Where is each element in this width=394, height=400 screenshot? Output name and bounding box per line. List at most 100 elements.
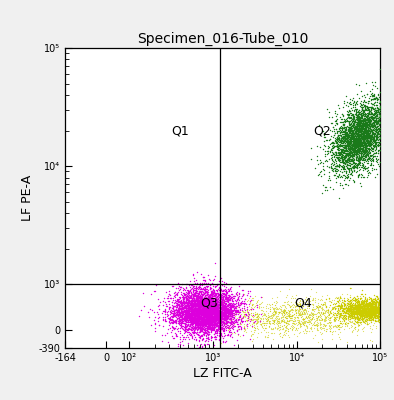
Point (193, 322, 199, 329)
Point (183, 311, 190, 318)
Point (366, 95, 372, 102)
Point (344, 151, 350, 158)
Point (357, 138, 364, 144)
Point (208, 312, 214, 319)
Point (353, 164, 359, 170)
Point (373, 136, 379, 143)
Point (345, 144, 351, 150)
Point (298, 314, 304, 320)
Point (212, 273, 218, 279)
Point (352, 130, 358, 136)
Point (357, 126, 363, 133)
Point (218, 292, 225, 298)
Point (344, 136, 350, 142)
Point (367, 150, 373, 156)
Point (363, 314, 369, 320)
Point (166, 298, 173, 304)
Point (369, 313, 375, 319)
Point (165, 308, 171, 315)
Point (201, 301, 207, 308)
Point (348, 156, 354, 162)
Point (359, 141, 365, 148)
Point (349, 304, 355, 310)
Point (200, 322, 206, 329)
Point (179, 304, 185, 310)
Point (188, 315, 195, 322)
Point (208, 288, 214, 294)
Point (160, 302, 166, 309)
Point (361, 142, 367, 148)
Point (337, 142, 344, 148)
Point (201, 298, 208, 304)
Point (332, 306, 338, 312)
Point (136, 313, 142, 320)
Point (204, 307, 210, 314)
Point (254, 334, 260, 341)
Point (250, 294, 256, 301)
Point (346, 132, 352, 138)
Point (229, 303, 235, 309)
Point (366, 156, 372, 162)
Point (358, 154, 364, 160)
Point (371, 304, 377, 310)
Point (191, 324, 197, 330)
Point (193, 277, 200, 283)
Point (276, 308, 282, 315)
Point (190, 308, 196, 314)
Point (206, 301, 212, 308)
Point (351, 306, 357, 312)
Point (293, 307, 299, 313)
Point (385, 316, 391, 323)
Point (336, 143, 343, 149)
Point (270, 320, 277, 327)
Point (197, 308, 203, 314)
Point (230, 320, 236, 326)
Point (219, 301, 225, 307)
Point (199, 309, 206, 316)
Point (332, 130, 338, 136)
Point (352, 141, 358, 147)
Point (350, 311, 357, 318)
Point (369, 124, 375, 130)
Point (217, 311, 223, 318)
Point (343, 127, 349, 133)
Point (181, 301, 188, 308)
Point (203, 304, 210, 310)
Point (368, 115, 375, 121)
Point (305, 302, 311, 309)
Point (388, 305, 394, 312)
Point (190, 315, 196, 322)
Point (209, 320, 215, 326)
Point (178, 322, 184, 328)
Point (292, 299, 298, 305)
Point (248, 312, 255, 318)
Point (361, 308, 367, 314)
Point (370, 119, 376, 125)
Point (349, 141, 356, 148)
Point (203, 302, 209, 308)
Point (342, 298, 348, 304)
Point (376, 118, 382, 124)
Point (332, 301, 338, 308)
Point (292, 308, 299, 315)
Point (248, 310, 254, 316)
Point (375, 300, 381, 306)
Point (192, 323, 198, 330)
Point (322, 308, 328, 315)
Point (186, 314, 192, 321)
Point (347, 135, 353, 141)
Point (210, 289, 216, 296)
Point (343, 130, 349, 137)
Point (363, 132, 369, 138)
Point (341, 160, 348, 166)
Point (183, 304, 189, 311)
Point (376, 136, 382, 142)
Point (194, 314, 201, 321)
Point (179, 320, 186, 326)
Point (195, 299, 201, 306)
Point (228, 320, 234, 326)
Point (183, 315, 189, 321)
Point (350, 129, 356, 135)
Point (386, 300, 392, 307)
Point (355, 305, 362, 311)
